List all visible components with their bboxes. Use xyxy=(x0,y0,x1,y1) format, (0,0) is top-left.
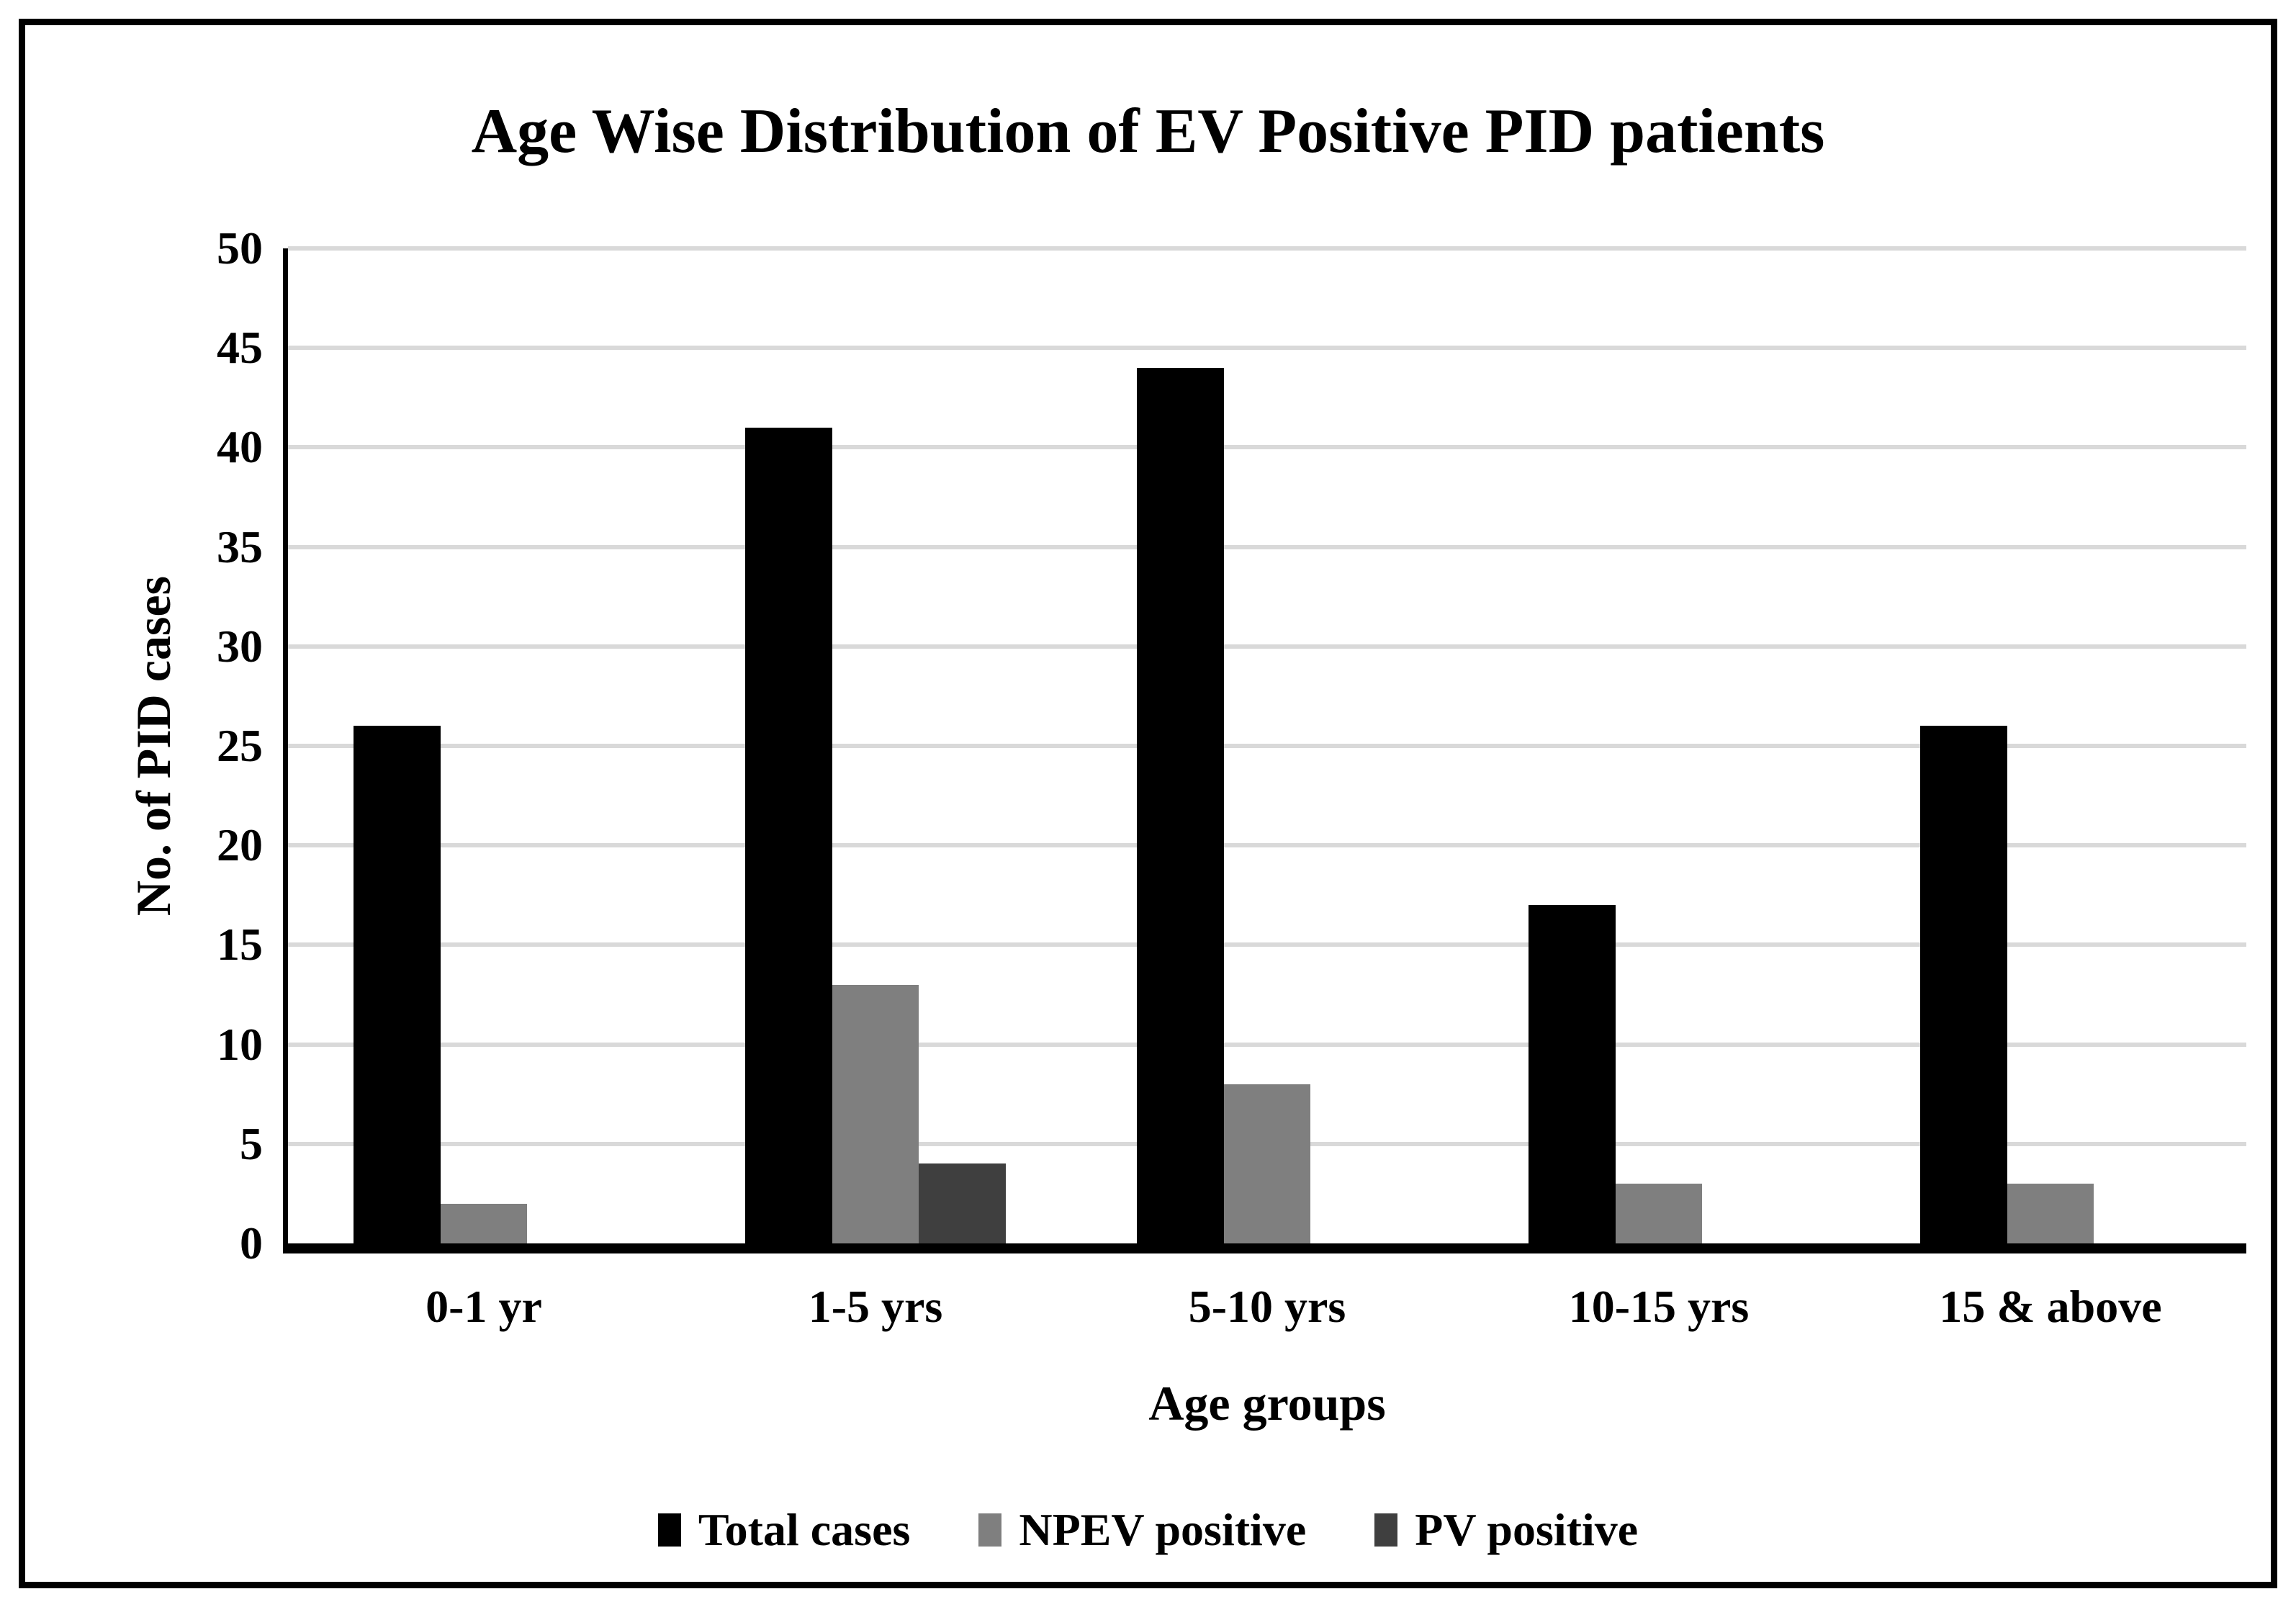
x-tick-label-5-10-yrs: 5-10 yrs xyxy=(1188,1281,1346,1332)
figure-border: Age Wise Distribution of EV Positive PID… xyxy=(19,19,2277,1588)
gridline-50 xyxy=(288,246,2246,251)
y-axis-line xyxy=(283,248,288,1253)
gridline-30 xyxy=(288,644,2246,649)
bar-npev-positive-10-15-yrs xyxy=(1615,1184,1703,1243)
x-tick-label-0-1-yr: 0-1 yr xyxy=(426,1281,542,1332)
y-tick-label-10: 10 xyxy=(217,1018,263,1070)
bar-pv-positive-1-5-yrs xyxy=(919,1163,1007,1243)
y-tick-label-15: 15 xyxy=(217,919,263,971)
y-tick-label-25: 25 xyxy=(217,720,263,771)
x-axis-tick-labels: 0-1 yr 1-5 yrs 5-10 yrs 10-15 yrs 15 & above xyxy=(288,1284,2246,1341)
chart-title: Age Wise Distribution of EV Positive PID… xyxy=(471,96,1825,166)
legend-item-pv-positive: PV positive xyxy=(1374,1507,1638,1553)
gridline-35 xyxy=(288,544,2246,549)
gridline-40 xyxy=(288,445,2246,450)
legend-marker-pv-positive xyxy=(1374,1513,1398,1547)
bar-npev-positive-5-10-yrs xyxy=(1223,1084,1311,1243)
y-tick-label-50: 50 xyxy=(217,222,263,274)
bar-npev-positive-15-above xyxy=(2007,1184,2094,1243)
gridline-25 xyxy=(288,744,2246,748)
legend-marker-total-cases xyxy=(657,1513,681,1547)
bar-total-cases-10-15-yrs xyxy=(1528,905,1616,1243)
x-tick-label-10-15-yrs: 10-15 yrs xyxy=(1568,1281,1750,1332)
bar-total-cases-15-above xyxy=(1919,726,2007,1243)
gridline-15 xyxy=(288,942,2246,947)
y-tick-label-5: 5 xyxy=(240,1117,263,1169)
legend-label-total-cases: Total cases xyxy=(698,1504,911,1555)
gridline-20 xyxy=(288,843,2246,848)
bar-total-cases-5-10-yrs xyxy=(1136,367,1224,1243)
x-tick-label-15-above: 15 & above xyxy=(1939,1281,2162,1332)
x-axis-line xyxy=(283,1243,2246,1253)
y-tick-label-30: 30 xyxy=(217,620,263,672)
y-tick-label-0: 0 xyxy=(240,1217,263,1269)
y-axis-tick-labels: 0 5 10 15 20 25 30 35 40 45 50 xyxy=(126,225,263,1266)
y-tick-label-40: 40 xyxy=(217,421,263,473)
gridline-45 xyxy=(288,346,2246,351)
bar-total-cases-0-1-yr xyxy=(353,726,441,1243)
legend: Total cases NPEV positive PV positive xyxy=(25,1507,2271,1553)
legend-label-npev-positive: NPEV positive xyxy=(1019,1504,1307,1555)
bar-npev-positive-0-1-yr xyxy=(440,1203,528,1243)
bar-npev-positive-1-5-yrs xyxy=(832,984,919,1243)
legend-marker-npev-positive xyxy=(978,1513,1002,1547)
x-axis-title: Age groups xyxy=(1148,1376,1386,1431)
legend-label-pv-positive: PV positive xyxy=(1415,1504,1639,1555)
legend-item-total-cases: Total cases xyxy=(657,1504,911,1555)
legend-item-npev-positive: NPEV positive xyxy=(978,1507,1306,1553)
y-tick-label-20: 20 xyxy=(217,819,263,871)
y-tick-label-35: 35 xyxy=(217,521,263,572)
bar-total-cases-1-5-yrs xyxy=(744,427,832,1243)
x-tick-label-1-5-yrs: 1-5 yrs xyxy=(808,1281,943,1332)
y-tick-label-45: 45 xyxy=(217,322,263,374)
plot-area xyxy=(283,246,2246,1253)
gridline-10 xyxy=(288,1042,2246,1047)
